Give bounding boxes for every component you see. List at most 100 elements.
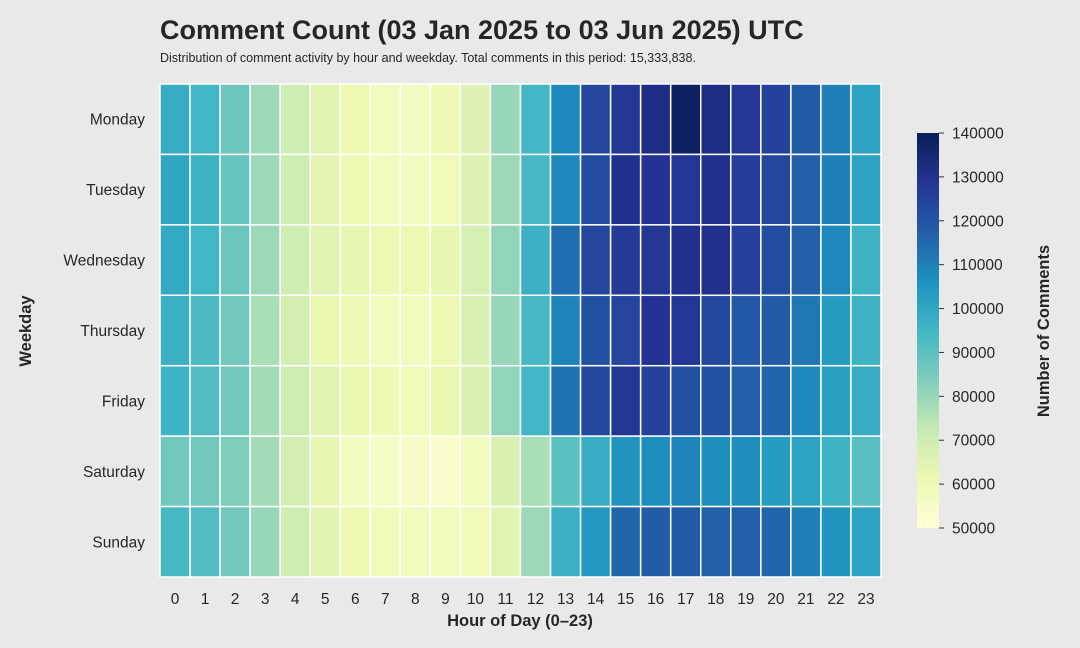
heatmap-cell xyxy=(429,83,462,156)
heatmap-cell xyxy=(219,364,251,437)
heatmap-cell xyxy=(489,83,522,156)
heatmap-cell xyxy=(399,294,432,367)
heatmap-cell xyxy=(700,505,732,578)
heatmap-cell xyxy=(669,224,702,297)
heatmap-cell xyxy=(669,435,702,508)
heatmap-cell xyxy=(339,364,372,437)
heatmap-cell xyxy=(850,83,882,156)
heatmap-cell xyxy=(219,153,251,226)
heatmap-cell xyxy=(639,294,672,367)
x-tick-label: 18 xyxy=(707,591,724,608)
heatmap-cell xyxy=(730,83,762,156)
x-tick-label: 0 xyxy=(171,591,180,608)
heatmap-cell xyxy=(189,83,221,156)
heatmap-cell xyxy=(489,224,522,297)
heatmap-cell xyxy=(850,435,882,508)
x-tick-labels: 0 1 2 3 4 5 6 7 8 9 10 11 12 13 14 15 16 17 18 19 20 21 22 23 xyxy=(171,591,875,608)
heatmap-cell xyxy=(159,294,191,367)
heatmap-cell xyxy=(820,364,852,437)
heatmap-cell xyxy=(399,364,432,437)
heatmap-cell xyxy=(549,364,582,437)
heatmap-cell xyxy=(579,224,612,297)
heatmap-cell xyxy=(850,224,882,297)
heatmap-cell xyxy=(519,153,552,226)
x-tick-label: 6 xyxy=(351,591,360,608)
heatmap-cell xyxy=(730,153,762,226)
heatmap-cell xyxy=(579,364,612,437)
heatmap-cell xyxy=(489,435,522,508)
colorbar-tick-label: 130000 xyxy=(952,169,1004,186)
heatmap-cell xyxy=(219,83,251,156)
heatmap-cell xyxy=(249,153,281,226)
heatmap-cell xyxy=(609,294,642,367)
heatmap-cell xyxy=(730,224,762,297)
heatmap-cell xyxy=(159,505,191,578)
chart-subtitle: Distribution of comment activity by hour… xyxy=(160,51,696,65)
heatmap-cell xyxy=(760,435,792,508)
x-tick-label: 7 xyxy=(381,591,390,608)
heatmap-cell xyxy=(579,435,612,508)
heatmap-cell xyxy=(399,224,432,297)
colorbar-tick-label: 140000 xyxy=(952,126,1004,143)
x-tick-label: 16 xyxy=(647,591,664,608)
heatmap-cell xyxy=(639,435,672,508)
heatmap-cell xyxy=(429,364,462,437)
heatmap-cell xyxy=(730,435,762,508)
heatmap-cell xyxy=(459,224,492,297)
heatmap-cell xyxy=(249,364,281,437)
heatmap-cell xyxy=(850,294,882,367)
heatmap-cell xyxy=(850,364,882,437)
heatmap-cell xyxy=(760,364,792,437)
heatmap-cell xyxy=(489,364,522,437)
heatmap-cell xyxy=(700,224,732,297)
heatmap-cell xyxy=(429,224,462,297)
heatmap-cell xyxy=(700,83,732,156)
heatmap-cell xyxy=(279,83,311,156)
heatmap-cell xyxy=(850,505,882,578)
heatmap-cell xyxy=(669,364,702,437)
heatmap-cell xyxy=(249,435,281,508)
heatmap-cell xyxy=(249,83,281,156)
heatmap-cell xyxy=(279,505,311,578)
heatmap-cell xyxy=(339,83,372,156)
heatmap-cell xyxy=(730,505,762,578)
colorbar-tick-label: 120000 xyxy=(952,213,1004,230)
heatmap-cell xyxy=(669,505,702,578)
heatmap-cell xyxy=(820,224,852,297)
heatmap-cell xyxy=(519,224,552,297)
heatmap-cell xyxy=(669,83,702,156)
heatmap-cell xyxy=(159,435,191,508)
heatmap-cell xyxy=(339,435,372,508)
heatmap-cell xyxy=(339,505,372,578)
y-tick-label: Monday xyxy=(90,112,145,129)
heatmap-cell xyxy=(639,153,672,226)
heatmap-cell xyxy=(760,505,792,578)
heatmap-cell xyxy=(399,153,432,226)
heatmap-cell xyxy=(279,224,311,297)
heatmap-cell xyxy=(369,505,402,578)
heatmap-cell xyxy=(249,294,281,367)
heatmap-cell xyxy=(369,153,402,226)
heatmap-cell xyxy=(820,83,852,156)
heatmap-cell xyxy=(459,294,492,367)
colorbar-tick-label: 80000 xyxy=(952,389,995,406)
colorbar-tick-label: 60000 xyxy=(952,477,995,494)
heatmap-cell xyxy=(639,224,672,297)
heatmap-cell xyxy=(639,83,672,156)
x-tick-label: 12 xyxy=(527,591,544,608)
heatmap-cell xyxy=(339,294,372,367)
heatmap-cell xyxy=(639,505,672,578)
heatmap-cell xyxy=(219,435,251,508)
y-tick-label: Tuesday xyxy=(86,182,145,199)
heatmap-cell xyxy=(700,364,732,437)
heatmap-cell xyxy=(760,83,792,156)
heatmap-cell xyxy=(189,224,221,297)
heatmap-cell xyxy=(519,435,552,508)
heatmap-cell xyxy=(309,224,342,297)
heatmap-cells xyxy=(159,83,882,578)
x-tick-label: 1 xyxy=(201,591,210,608)
x-tick-label: 13 xyxy=(557,591,574,608)
heatmap-cell xyxy=(369,294,402,367)
x-tick-label: 21 xyxy=(797,591,814,608)
heatmap-cell xyxy=(339,153,372,226)
